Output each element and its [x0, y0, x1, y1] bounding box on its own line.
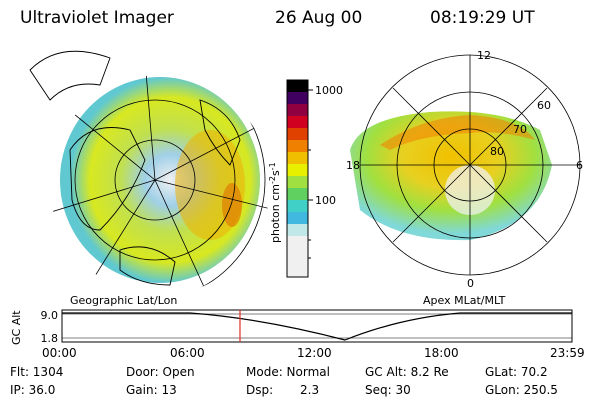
mlat-label-60: 60: [537, 99, 551, 112]
gc-altitude: GC Alt: 8.2 Re: [365, 365, 449, 379]
sequence-value: Seq: 30: [365, 383, 411, 397]
emission-peak: [222, 183, 242, 227]
colorbar-unit: photon cm-2s-1: [268, 162, 282, 243]
geo-latitude: GLat: 70.2: [485, 365, 548, 379]
timeline-axis-label: GC Alt: [10, 310, 23, 345]
instrument-title: Ultraviolet Imager: [20, 8, 174, 28]
geo-longitude: GLon: 250.5: [485, 383, 558, 397]
time-label: 08:19:29 UT: [430, 8, 535, 28]
mlt-label-0: 0: [467, 277, 474, 290]
apex-map: 12 18 6 0 60 70 80: [346, 49, 583, 290]
mlt-label-6: 6: [576, 159, 583, 172]
mlat-label-80: 80: [490, 145, 504, 158]
colorbar-tick-1000: 1000: [315, 84, 343, 97]
orbit-altitude-curve: [62, 312, 572, 341]
left-map-caption: Geographic Lat/Lon: [70, 294, 178, 307]
dsp-value: 2.3: [300, 383, 320, 397]
x-tick-2359: 23:59: [550, 346, 585, 360]
mlat-label-70: 70: [513, 123, 527, 136]
coastline-outline: [29, 50, 241, 286]
geographic-map: [29, 50, 270, 295]
x-tick-0600: 06:00: [170, 346, 205, 360]
mode-status: Mode: Normal: [246, 365, 330, 379]
oval-bright-band: [380, 115, 535, 150]
gain-value: Gain: 13: [126, 383, 177, 397]
altitude-timeline: 9.0 1.8 GC Alt: [10, 309, 573, 345]
x-tick-0000: 00:00: [42, 346, 77, 360]
mlt-label-12: 12: [477, 49, 491, 62]
y-tick-1-8: 1.8: [41, 332, 59, 345]
colorbar-tick-100: 100: [315, 194, 336, 207]
colorbar: 1000 100 photon cm-2s-1: [268, 79, 343, 278]
dsp-label: Dsp:: [246, 383, 274, 397]
x-tick-1800: 18:00: [424, 346, 459, 360]
mlt-label-18: 18: [346, 159, 360, 172]
flight-number: Flt: 1304: [10, 365, 64, 379]
right-map-caption: Apex MLat/MLT: [423, 294, 506, 307]
door-status: Door: Open: [126, 365, 195, 379]
y-tick-9: 9.0: [41, 309, 59, 322]
ip-value: IP: 36.0: [10, 383, 56, 397]
x-tick-1200: 12:00: [297, 346, 332, 360]
date-label: 26 Aug 00: [275, 8, 363, 28]
